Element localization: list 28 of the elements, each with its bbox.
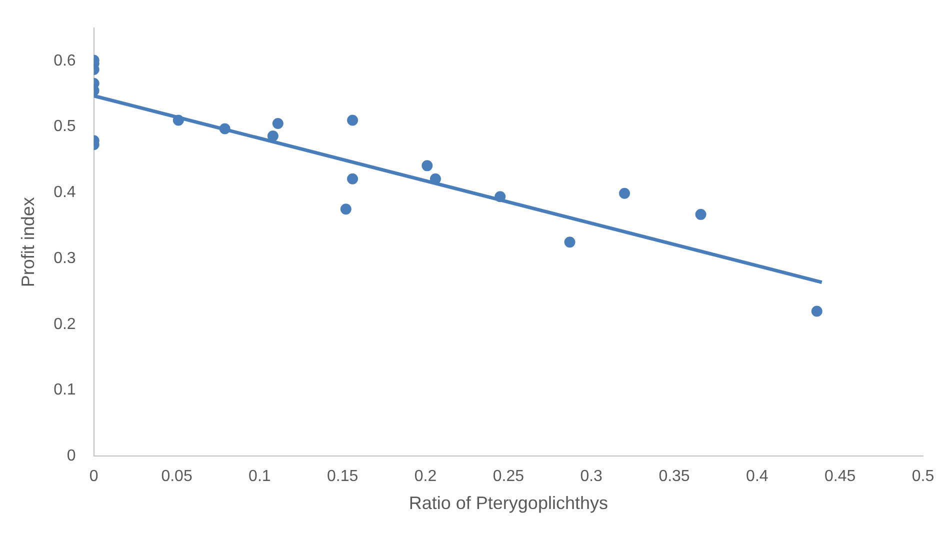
- x-axis-title: Ratio of Pterygoplichthys: [408, 493, 608, 514]
- x-tick-label: 0.5: [912, 468, 934, 486]
- y-tick-label: 0.2: [54, 316, 76, 333]
- point: [422, 160, 433, 172]
- x-tick-label: 0.35: [658, 468, 690, 486]
- x-tick-label: 0.15: [327, 468, 358, 486]
- y-tick-label: 0.3: [54, 250, 76, 267]
- x-tick-label: 0.4: [746, 468, 768, 486]
- x-tick-label: 0.1: [248, 468, 271, 486]
- y-tick-label: 0.6: [54, 52, 76, 70]
- point: [619, 188, 630, 199]
- y-tick-label: 0.1: [54, 382, 76, 399]
- y-tick-label: 0.4: [54, 184, 76, 202]
- y-axis-title: Profit index: [18, 197, 38, 288]
- x-tick-label: 0.3: [580, 468, 603, 486]
- x-tick-label: 0: [89, 468, 98, 486]
- point: [564, 236, 576, 248]
- point: [347, 114, 358, 126]
- x-tick-label: 0.05: [161, 468, 192, 486]
- x-tick-label: 0.2: [414, 468, 437, 486]
- point: [347, 173, 358, 184]
- point: [695, 208, 706, 220]
- x-tick-label: 0.25: [492, 468, 524, 486]
- point: [811, 306, 822, 317]
- y-tick-label: 0: [66, 448, 76, 465]
- y-tick-label: 0.5: [54, 118, 76, 136]
- x-tick-label: 0.45: [824, 468, 856, 486]
- point: [340, 204, 352, 215]
